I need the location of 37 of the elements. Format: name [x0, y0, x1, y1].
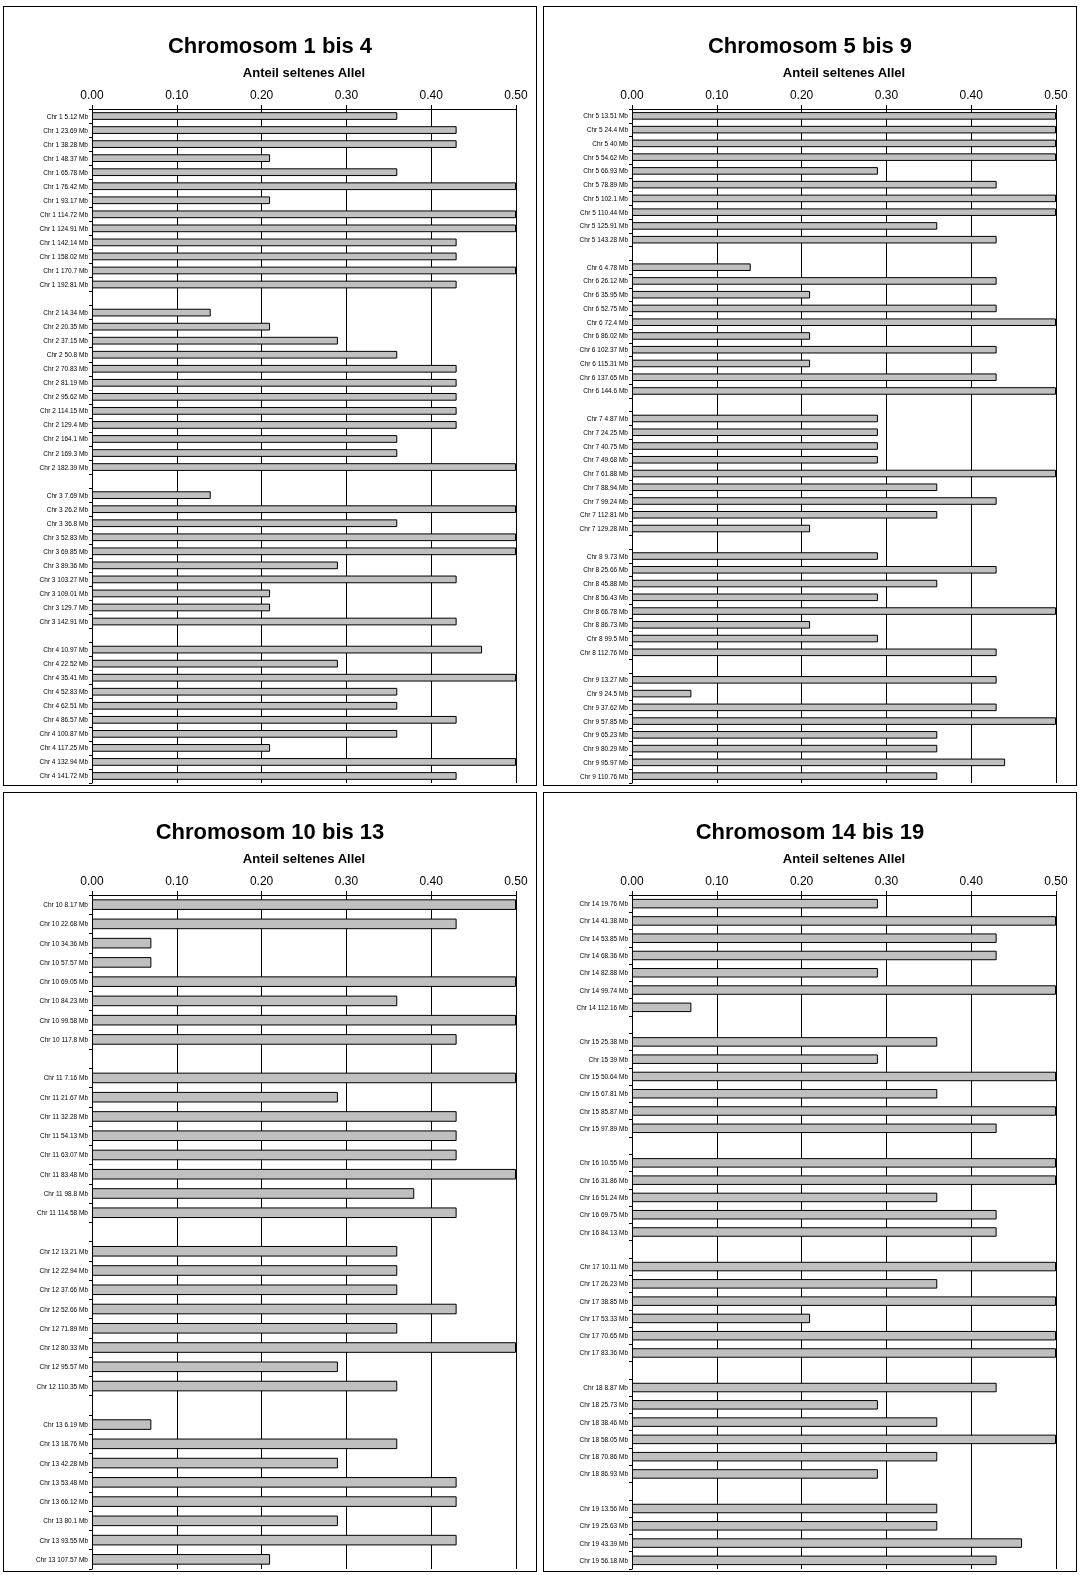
x-tick-label: 0.20	[249, 88, 274, 102]
x-tick-label: 0.20	[789, 874, 814, 888]
bar	[92, 1419, 152, 1430]
x-tick-label: 0.30	[874, 874, 899, 888]
x-tick-label: 0.40	[419, 874, 444, 888]
chart-title: Chromosom 1 bis 4	[167, 32, 373, 58]
x-tick-label: 0.00	[620, 874, 644, 888]
chart-title: Chromosom 14 bis 19	[695, 818, 925, 844]
x-axis-title: Anteil seltenes Allel	[242, 65, 366, 80]
x-tick-label: 0.00	[80, 88, 104, 102]
x-axis-title: Anteil seltenes Allel	[782, 65, 906, 80]
bar	[632, 1002, 692, 1013]
bar	[92, 937, 152, 949]
x-tick-label: 0.50	[1044, 88, 1068, 102]
x-tick-label: 0.30	[874, 88, 899, 102]
x-tick-label: 0.40	[419, 88, 444, 102]
x-tick-label: 0.00	[620, 88, 644, 102]
chart-title: Chromosom 10 bis 13	[155, 818, 385, 844]
x-tick-label: 0.50	[504, 88, 528, 102]
x-axis-title: Anteil seltenes Allel	[242, 851, 366, 866]
x-tick-label: 0.10	[165, 874, 189, 888]
x-axis-title: Anteil seltenes Allel	[782, 851, 906, 866]
x-tick-label: 0.10	[705, 874, 729, 888]
x-tick-label: 0.20	[789, 88, 814, 102]
x-tick-label: 0.40	[959, 88, 984, 102]
bar	[632, 689, 692, 698]
x-tick-label: 0.30	[334, 88, 359, 102]
x-tick-label: 0.30	[334, 874, 359, 888]
x-tick-label: 0.50	[504, 874, 528, 888]
x-tick-label: 0.50	[1044, 874, 1068, 888]
chart-title: Chromosom 5 bis 9	[707, 32, 913, 58]
x-tick-label: 0.20	[249, 874, 274, 888]
x-tick-label: 0.40	[959, 874, 984, 888]
bar	[92, 957, 152, 968]
x-tick-label: 0.00	[80, 874, 104, 888]
x-tick-label: 0.10	[705, 88, 729, 102]
x-tick-label: 0.10	[165, 88, 189, 102]
